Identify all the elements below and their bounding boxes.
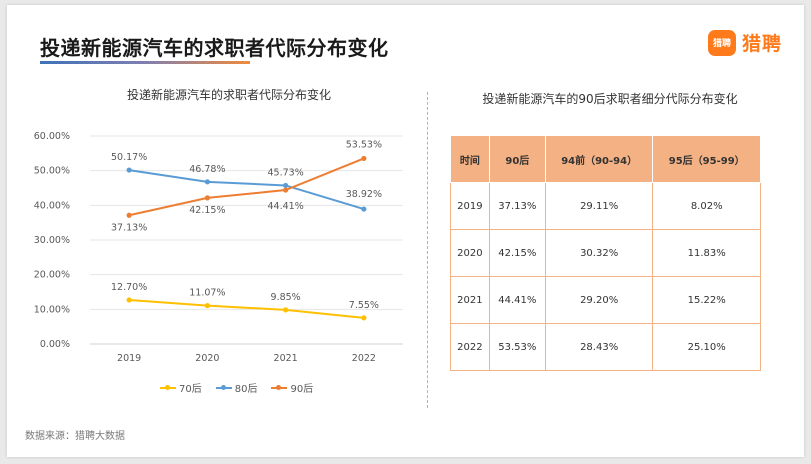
table-header-row: 时间 90后 94前（90-94） 95后（95-99） bbox=[450, 135, 761, 183]
page-title: 投递新能源汽车的求职者代际分布变化 bbox=[40, 36, 389, 60]
legend-swatch bbox=[215, 384, 232, 390]
table-title: 投递新能源汽车的90后求职者细分代际分布变化 bbox=[482, 92, 738, 106]
data-point bbox=[283, 182, 289, 189]
data-point bbox=[126, 212, 132, 218]
table-cell: 37.13% bbox=[488, 182, 546, 230]
data-point bbox=[361, 206, 367, 212]
data-point bbox=[204, 303, 210, 309]
table-row: 2022 53.53% 28.43% 25.10% bbox=[450, 323, 761, 371]
brand: 猎聘 猎聘 bbox=[707, 29, 782, 56]
legend-label: 90后 bbox=[290, 384, 314, 395]
table-header-cell: 时间 bbox=[450, 135, 490, 183]
line-chart: 0.00% 10.00% 20.00% 30.00% 40.00% 50.00% 60.00… bbox=[34, 131, 403, 364]
y-tick-label: 40.00% bbox=[34, 200, 70, 211]
data-point bbox=[283, 187, 289, 193]
series-line bbox=[128, 157, 365, 217]
data-point bbox=[204, 179, 210, 185]
brand-name: 猎聘 bbox=[741, 33, 782, 55]
table-header-cell: 90后 bbox=[488, 135, 546, 183]
x-tick-label: 2021 bbox=[274, 353, 298, 364]
data-label: 11.07% bbox=[189, 288, 225, 299]
data-label: 9.85% bbox=[271, 292, 301, 303]
line-chart-title: 投递新能源汽车的求职者代际分布变化 bbox=[126, 88, 331, 102]
y-tick-label: 0.00% bbox=[40, 339, 70, 350]
table-cell: 2022 bbox=[450, 323, 490, 371]
data-label: 46.78% bbox=[189, 164, 225, 175]
table-cell: 29.11% bbox=[544, 182, 654, 230]
source-note: 数据来源：猎聘大数据 bbox=[25, 431, 125, 442]
series-line bbox=[128, 169, 365, 211]
y-tick-label: 20.00% bbox=[34, 270, 70, 281]
data-label: 50.17% bbox=[111, 152, 147, 163]
y-tick-label: 60.00% bbox=[34, 131, 70, 142]
data-label: 12.70% bbox=[111, 282, 147, 293]
data-point bbox=[126, 167, 132, 173]
x-tick-label: 2020 bbox=[195, 353, 219, 364]
data-label: 7.55% bbox=[349, 300, 379, 311]
legend-swatch bbox=[160, 384, 176, 390]
table-cell: 25.10% bbox=[652, 323, 761, 371]
data-table: 时间 90后 94前（90-94） 95后（95-99） 2019 37.13% 29.1… bbox=[450, 135, 761, 371]
data-point bbox=[361, 155, 367, 162]
legend-label: 80后 bbox=[234, 384, 258, 395]
table-row: 2020 42.15% 30.32% 11.83% bbox=[450, 229, 761, 277]
legend-item: 70后 bbox=[160, 380, 202, 395]
legend-item: 90后 bbox=[271, 380, 313, 395]
data-point bbox=[283, 307, 289, 313]
y-tick-label: 50.00% bbox=[34, 166, 70, 177]
table-cell: 11.83% bbox=[652, 229, 761, 277]
data-label: 37.13% bbox=[111, 222, 147, 233]
series-line bbox=[129, 298, 364, 319]
x-tick-label: 2019 bbox=[117, 353, 141, 364]
legend-swatch bbox=[271, 384, 288, 390]
data-label: 44.41% bbox=[268, 201, 304, 212]
table-header-cell: 95后（95-99） bbox=[652, 135, 761, 183]
table-cell: 44.41% bbox=[488, 276, 546, 324]
title-underline bbox=[40, 61, 250, 64]
table-cell: 15.22% bbox=[652, 276, 761, 324]
table-row: 2019 37.13% 29.11% 8.02% bbox=[450, 182, 761, 230]
y-tick-label: 10.00% bbox=[34, 304, 70, 315]
table-cell: 42.15% bbox=[488, 229, 546, 277]
table-cell: 53.53% bbox=[488, 323, 546, 371]
data-point bbox=[126, 297, 132, 303]
section-divider bbox=[427, 92, 428, 408]
legend-item: 80后 bbox=[215, 380, 258, 395]
table-cell: 8.02% bbox=[652, 182, 761, 230]
data-label: 38.92% bbox=[346, 189, 382, 200]
table-cell: 30.32% bbox=[544, 229, 654, 277]
data-label: 53.53% bbox=[346, 139, 382, 150]
data-point bbox=[204, 195, 210, 201]
table-cell: 2019 bbox=[450, 182, 490, 230]
y-tick-label: 30.00% bbox=[34, 235, 70, 246]
table-cell: 2020 bbox=[450, 229, 490, 277]
data-label: 45.73% bbox=[268, 167, 304, 178]
table-row: 2021 44.41% 29.20% 15.22% bbox=[450, 276, 761, 324]
chart-legend: 70后 80后 90后 bbox=[160, 380, 313, 395]
table-cell: 2021 bbox=[450, 276, 490, 324]
table-cell: 28.43% bbox=[544, 323, 654, 371]
legend-label: 70后 bbox=[179, 384, 202, 395]
table-body: 2019 37.13% 29.11% 8.02% 2020 42.15% 30.32% 11.… bbox=[450, 182, 761, 371]
brand-logo-icon: 猎聘 bbox=[707, 29, 736, 56]
table-cell: 29.20% bbox=[544, 276, 654, 324]
data-point bbox=[361, 315, 367, 321]
table-header-cell: 94前（90-94） bbox=[544, 135, 654, 183]
data-label: 42.15% bbox=[189, 205, 225, 216]
x-tick-label: 2022 bbox=[352, 353, 376, 364]
